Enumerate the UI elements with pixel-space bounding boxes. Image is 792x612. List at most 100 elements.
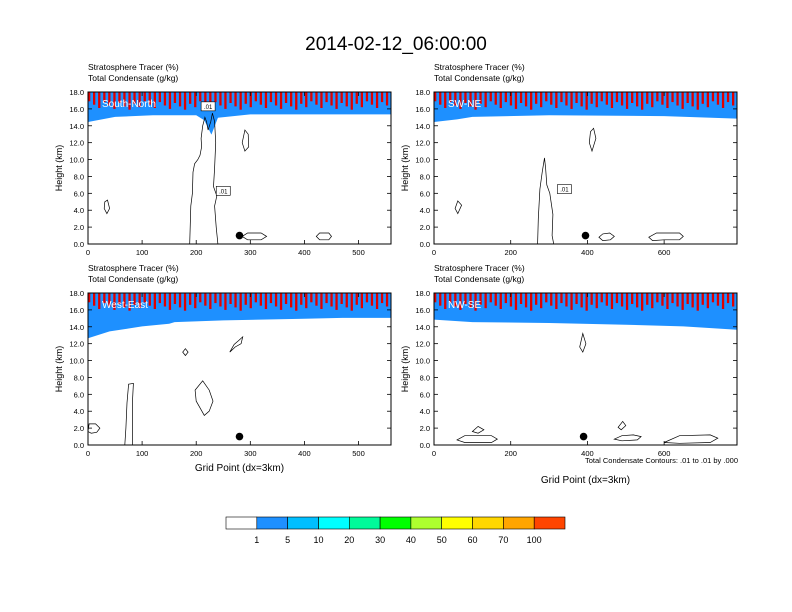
tracer-streak <box>560 92 563 103</box>
tracer-streak <box>732 293 735 307</box>
plot-area: .01 .01 <box>88 92 391 244</box>
location-marker <box>235 432 244 441</box>
tracer-streak <box>370 293 374 306</box>
tracer-streak <box>300 293 303 305</box>
tracer-streak <box>284 92 288 103</box>
tracer-band <box>88 92 391 135</box>
tracer-streak <box>514 293 518 310</box>
tracer-streak <box>143 293 146 303</box>
tracer-streak <box>123 293 126 308</box>
tracer-streak <box>636 92 639 107</box>
y-tick-label: 16.0 <box>69 105 84 114</box>
tracer-streak <box>274 92 278 106</box>
tracer-streak <box>234 92 237 107</box>
tracer-streak <box>439 293 442 306</box>
tracer-streak <box>325 92 328 103</box>
plot-background <box>434 92 737 244</box>
tracer-streak <box>224 293 227 310</box>
y-tick-label: 8.0 <box>420 172 430 181</box>
y-tick-label: 18.0 <box>415 88 430 97</box>
tracer-streak <box>620 293 624 307</box>
y-tick-label: 14.0 <box>415 122 430 131</box>
tracer-streak <box>590 293 593 305</box>
tracer-streak <box>726 293 730 304</box>
tracer-streaks <box>434 293 735 311</box>
tracer-streak <box>499 92 502 108</box>
y-tick-label: 10.0 <box>69 357 84 366</box>
tracer-streak <box>340 92 343 103</box>
tracer-streak <box>183 293 187 311</box>
tracer-streak <box>691 293 694 308</box>
tracer-streak <box>535 293 538 305</box>
condensate-contour <box>588 127 597 153</box>
tracer-streak <box>631 293 634 304</box>
tracer-streak <box>113 92 116 109</box>
panel-south-north: .01 .01 South-North Stratosphere Tracer (%)… <box>54 62 392 257</box>
contour-label: .01 <box>560 188 569 194</box>
colorbar-label: 20 <box>344 535 354 545</box>
tracer-streak <box>666 293 669 309</box>
tracer-streak <box>656 293 659 303</box>
y-tick-label: 16.0 <box>415 105 430 114</box>
tracer-streak <box>474 92 477 110</box>
tracer-streak <box>269 92 273 103</box>
tracer-streak <box>696 293 699 311</box>
tracer-streak <box>530 92 533 110</box>
tracer-streak <box>565 293 568 307</box>
tracer-streak <box>279 92 283 109</box>
tracer-streak <box>449 293 452 304</box>
plot-area: .01 <box>434 92 737 244</box>
condensate-contour <box>454 200 463 215</box>
colorbar-label: 5 <box>285 535 290 545</box>
y-tick-label: 14.0 <box>69 323 84 332</box>
colorbar-label: 70 <box>498 535 508 545</box>
tracer-streak <box>330 293 333 307</box>
y-tick-label: 4.0 <box>420 407 430 416</box>
tracer-streak <box>133 92 136 104</box>
panel-label: West-East <box>102 300 148 311</box>
tracer-streak <box>585 92 588 110</box>
panel-label: SW-NE <box>448 99 481 110</box>
tracer-streak <box>459 92 462 109</box>
tracer-streak <box>656 92 659 102</box>
tracer-streak <box>239 293 242 311</box>
location-marker <box>235 231 244 240</box>
tracer-streak <box>646 293 649 305</box>
tracer-streak <box>686 92 689 103</box>
tracer-streak <box>315 293 318 306</box>
figure-title: 2014-02-12_06:00:00 <box>305 34 487 55</box>
y-tick-label: 2.0 <box>420 424 430 433</box>
x-tick-label: 400 <box>298 449 311 458</box>
tracer-streak <box>661 293 664 306</box>
location-marker <box>581 231 590 240</box>
tracer-streak <box>335 92 338 109</box>
tracer-streak <box>219 92 222 106</box>
colorbar-label: 50 <box>437 535 447 545</box>
tracer-streak <box>494 92 497 105</box>
colorbar-swatch <box>225 516 258 530</box>
tracer-streak <box>676 92 679 106</box>
x-tick-label: 600 <box>658 248 671 257</box>
tracer-streak <box>118 293 121 304</box>
plot-frame <box>87 292 392 446</box>
tracer-streak <box>128 92 131 110</box>
tracer-streak <box>163 293 167 307</box>
colorbar-swatch <box>318 516 350 530</box>
condensate-contour <box>241 129 250 152</box>
condensate-contour <box>648 232 684 241</box>
tracer-streak <box>625 92 629 109</box>
tracer-streak <box>173 92 177 103</box>
tracer-streak <box>209 293 212 309</box>
tracer-streak <box>636 293 639 308</box>
tracer-streak <box>345 293 348 308</box>
y-tick-label: 10.0 <box>415 357 430 366</box>
tracer-streak <box>229 92 232 103</box>
y-tick-label: 6.0 <box>74 189 84 198</box>
tracer-streak <box>504 293 507 304</box>
y-tick-label: 18.0 <box>69 289 84 298</box>
tracer-streak <box>524 92 528 107</box>
tracer-streak <box>148 293 151 306</box>
tracer-streak <box>148 92 151 105</box>
tracer-streak <box>380 293 384 304</box>
tracer-streaks <box>88 293 389 311</box>
